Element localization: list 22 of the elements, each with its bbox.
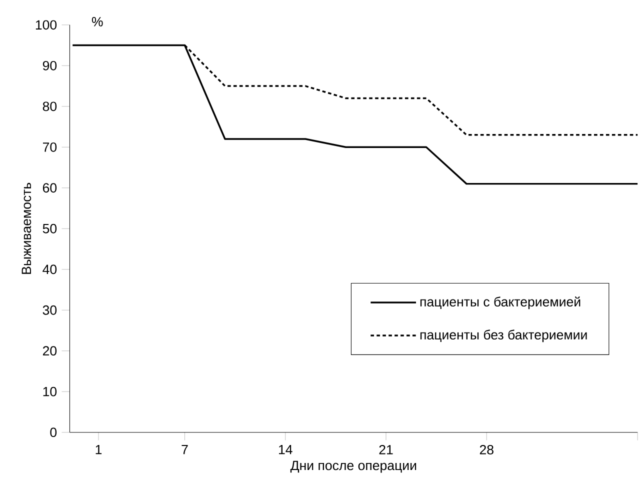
y-tick-label: 70 xyxy=(42,142,57,152)
x-tick-label: 1 xyxy=(96,444,102,454)
x-axis-title: Дни после операции xyxy=(290,460,416,473)
y-tick-label: 50 xyxy=(42,224,57,234)
y-tick-label: 0 xyxy=(50,428,57,437)
line-series xyxy=(72,44,638,185)
y-axis-title: Выживаемость xyxy=(22,182,32,274)
y-tick-label: 80 xyxy=(42,102,57,112)
y-tick-label: 30 xyxy=(42,305,57,315)
y-tick-label: 100 xyxy=(36,20,57,30)
y-tick-label: 40 xyxy=(42,264,57,274)
y-tick-label: 60 xyxy=(42,183,57,193)
legend-label: пациенты без бактериемии xyxy=(420,330,587,342)
x-tick-label: 14 xyxy=(279,444,292,454)
x-tick-label: 28 xyxy=(480,444,494,454)
y-tick-label: 10 xyxy=(43,386,57,396)
y-tick-label: 90 xyxy=(42,60,57,70)
legend-label: пациенты с бактериемией xyxy=(420,296,580,310)
x-tick-label: 7 xyxy=(182,444,188,454)
x-tick-label: 21 xyxy=(379,444,393,454)
y-tick-label: 20 xyxy=(42,346,57,356)
annotation: % xyxy=(92,16,103,26)
